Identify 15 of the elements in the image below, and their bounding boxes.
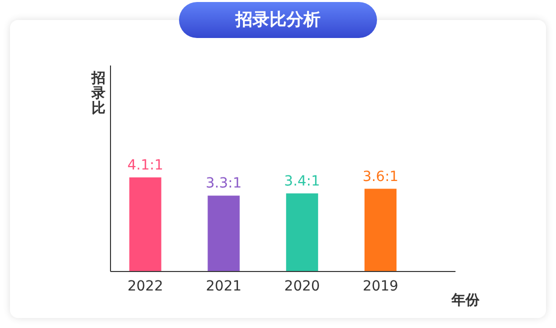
data-label: 4.1:1 [127,157,164,174]
bar [364,188,397,271]
bar [129,177,162,271]
data-label: 3.6:1 [362,168,398,185]
data-label: 3.4:1 [284,173,320,190]
data-label: 3.3:1 [206,176,242,192]
x-tick-label: 2022 [127,278,164,294]
y-axis-title: 招录比 [90,70,106,116]
x-axis-title: 年份 [450,292,480,308]
x-tick-label: 2021 [206,278,242,294]
bar [286,193,318,271]
x-tick-label: 2020 [284,278,320,294]
bar [208,196,240,271]
chart-title: 招录比分析 [179,2,377,38]
x-tick-label: 2019 [362,278,398,294]
